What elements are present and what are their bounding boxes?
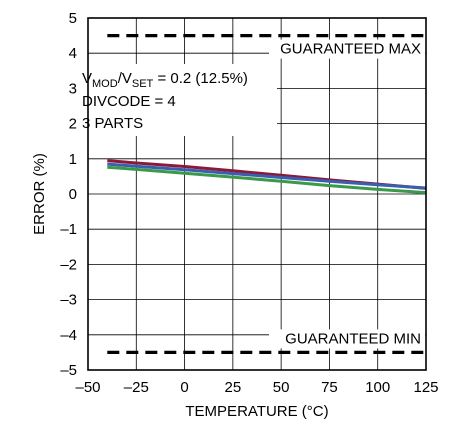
annotation-ratio: = 0.2 (12.5%) <box>153 70 248 87</box>
x-tick-label: –50 <box>75 379 100 396</box>
series-lines <box>107 159 427 195</box>
y-tick-label: –4 <box>60 327 77 344</box>
annotation: VMOD/VSET = 0.2 (12.5%) DIVCODE = 4 3 PA… <box>82 70 248 132</box>
x-tick-label: 25 <box>225 379 242 396</box>
tick-labels: –50 –25 0 25 50 75 100 125 5 4 3 2 1 0 –1 –2 –3 –4 –5 <box>60 10 438 396</box>
x-axis-label: TEMPERATURE (°C) <box>185 403 328 420</box>
y-tick-label: 2 <box>69 116 77 133</box>
series-line-3 <box>107 165 427 195</box>
y-tick-label: 3 <box>69 80 77 97</box>
annotation-line-3: 3 PARTS <box>82 115 143 132</box>
plot-frame <box>87 17 427 371</box>
y-tick-label: 4 <box>69 45 77 62</box>
x-tick-label: 50 <box>273 379 290 396</box>
annotation-background <box>79 64 277 136</box>
limit-label-background <box>269 39 425 59</box>
y-tick-label: 0 <box>69 186 77 203</box>
annotation-v: V <box>82 70 92 87</box>
annotation-slash-v: /V <box>118 70 132 87</box>
limit-lines: GUARANTEED MAX GUARANTEED MIN <box>107 33 426 354</box>
x-tick-label: –25 <box>124 379 149 396</box>
y-axis-label: ERROR (%) <box>31 153 48 235</box>
limit-label: GUARANTEED MAX <box>280 41 421 58</box>
y-tick-label: –2 <box>60 256 77 273</box>
x-tick-label: 75 <box>321 379 338 396</box>
x-tick-label: 125 <box>413 379 438 396</box>
series-line-2 <box>107 162 427 190</box>
x-tick-label: 100 <box>365 379 390 396</box>
annotation-mod-subscript: MOD <box>92 78 118 90</box>
y-tick-label: –1 <box>60 221 77 238</box>
limit-label-background <box>269 329 425 349</box>
annotation-line-2: DIVCODE = 4 <box>82 93 176 110</box>
annotation-set-subscript: SET <box>132 78 154 90</box>
limit-label: GUARANTEED MIN <box>285 330 421 347</box>
y-tick-label: 1 <box>69 151 77 168</box>
y-tick-label: –3 <box>60 292 77 309</box>
annotation-line-1: VMOD/VSET = 0.2 (12.5%) <box>82 70 248 90</box>
y-tick-label: 5 <box>69 10 77 27</box>
grid <box>79 18 426 370</box>
x-tick-label: 0 <box>180 379 188 396</box>
y-tick-label: –5 <box>60 362 77 379</box>
